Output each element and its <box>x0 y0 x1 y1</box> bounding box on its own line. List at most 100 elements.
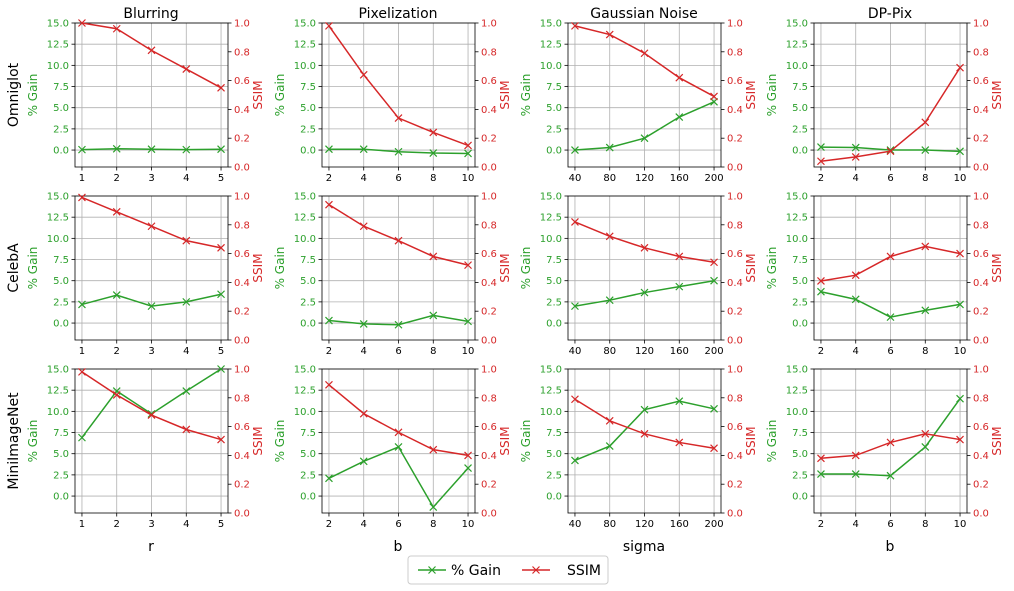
ylabel-left-r3c3: % Gain <box>519 420 533 463</box>
point-gain-r3c2-0 <box>325 474 333 483</box>
legend-ssim-label: SSIM <box>567 563 601 579</box>
point-gain-r1c2-2 <box>394 147 403 156</box>
ytick-right-label-r1c2-3: 0.6 <box>481 76 497 87</box>
xtick-label-r2c4-1: 4 <box>853 346 859 357</box>
row-label-miniimagenet: MiniImageNet <box>6 392 22 490</box>
xlabel-dp-pix: b <box>886 539 895 555</box>
xtick-label-r2c3-4: 200 <box>704 346 723 357</box>
xtick-label-r2c4-2: 6 <box>887 346 893 357</box>
ytick-right-label-r1c4-3: 0.6 <box>973 76 989 87</box>
ytick-right-label-r3c4-1: 0.2 <box>973 480 989 491</box>
ytick-right-label-r3c4-3: 0.6 <box>973 422 989 433</box>
ytick-right-label-r2c2-1: 0.2 <box>481 307 497 318</box>
point-gain-r1c4-0 <box>817 143 825 152</box>
point-gain-r1c2-1 <box>359 145 368 154</box>
ytick-left-label-r3c3-4: 10.0 <box>540 407 562 418</box>
xtick-label-r1c3-0: 40 <box>569 173 582 184</box>
ytick-right-label-r1c4-4: 0.8 <box>973 47 989 58</box>
legend-ssim-marker <box>532 566 540 574</box>
legend-gain-label: % Gain <box>451 563 501 579</box>
panel-r3c3: 40 80 120 160 200 0.0 2.5 5.0 7.5 10.0 12.5 15.0 0.0… <box>519 365 758 531</box>
ytick-left-label-r1c3-1: 2.5 <box>546 124 562 135</box>
point-ssim-r3c3-0 <box>571 395 579 404</box>
legend-gain-marker <box>428 566 436 574</box>
ytick-right-label-r1c2-1: 0.2 <box>481 134 497 145</box>
ytick-right-label-r2c1-4: 0.8 <box>234 220 250 231</box>
ytick-right-label-r2c3-5: 1.0 <box>727 192 743 203</box>
ytick-left-label-r3c2-3: 7.5 <box>300 428 316 439</box>
ytick-left-label-r3c3-5: 12.5 <box>540 386 562 397</box>
ytick-right-label-r1c3-1: 0.2 <box>727 134 743 145</box>
panels: 1 2 3 4 50.02.55.07.510.012.515.00.00.20.40.… <box>26 19 1004 531</box>
xtick-label-r1c2-3: 8 <box>430 173 436 184</box>
ytick-left-label-r3c1-0: 0.0 <box>53 492 69 503</box>
ylabel-right-r3c1: SSIM <box>251 426 265 455</box>
ytick-left-label-r3c4-2: 5.0 <box>792 449 808 460</box>
ytick-left-label-r1c1-6: 15.0 <box>47 19 69 30</box>
xtick-label-r3c2-2: 6 <box>395 519 401 530</box>
ytick-right-label-r2c3-1: 0.2 <box>727 307 743 318</box>
ytick-left-label-r1c1-5: 12.5 <box>47 40 69 51</box>
ytick-left-label-r2c4-2: 5.0 <box>792 276 808 287</box>
point-ssim-r2c2-3 <box>429 252 438 261</box>
xtick-label-r3c2-0: 2 <box>326 519 332 530</box>
point-ssim-r1c4-1 <box>851 152 860 161</box>
ytick-left-label-r3c3-6: 15.0 <box>540 365 562 376</box>
xtick-label-r2c2-4: 10 <box>462 346 475 357</box>
point-gain-r1c3-1 <box>605 143 614 152</box>
ytick-left-label-r2c3-3: 7.5 <box>546 255 562 266</box>
ytick-left-label-r1c4-0: 0.0 <box>792 146 808 157</box>
xtick-label-r1c2-4: 10 <box>462 173 475 184</box>
xtick-label-r2c1-1: 2 <box>114 346 120 357</box>
ytick-right-label-r1c1-5: 1.0 <box>234 19 250 30</box>
point-ssim-r2c4-3 <box>921 242 930 251</box>
xtick-label-r3c1-4: 5 <box>218 519 224 530</box>
point-ssim-r2c3-2 <box>640 243 649 252</box>
point-ssim-r3c3-1 <box>605 416 614 425</box>
ytick-right-label-r1c3-4: 0.8 <box>727 47 743 58</box>
ytick-right-label-r3c1-0: 0.0 <box>234 509 250 520</box>
point-ssim-r1c2-4 <box>464 141 472 150</box>
point-ssim-r1c4-3 <box>921 118 930 127</box>
ytick-left-label-r1c4-3: 7.5 <box>792 82 808 93</box>
point-ssim-r1c4-0 <box>817 157 825 166</box>
ytick-right-label-r1c1-0: 0.0 <box>234 163 250 174</box>
point-ssim-r3c3-2 <box>640 429 649 438</box>
ytick-right-label-r1c2-4: 0.8 <box>481 47 497 58</box>
ytick-left-label-r3c4-4: 10.0 <box>786 407 808 418</box>
xtick-label-r3c4-1: 4 <box>853 519 859 530</box>
col-title-blurring: Blurring <box>123 6 178 22</box>
ytick-left-label-r1c3-2: 5.0 <box>546 103 562 114</box>
point-gain-r2c3-2 <box>640 288 649 297</box>
point-gain-r2c4-1 <box>851 295 860 304</box>
xtick-label-r1c1-3: 4 <box>183 173 189 184</box>
point-gain-r2c2-1 <box>359 319 368 328</box>
ytick-right-label-r3c1-3: 0.6 <box>234 422 250 433</box>
ytick-right-label-r3c1-4: 0.8 <box>234 393 250 404</box>
panel-r2c4: 2 4 6 8 10 0.0 2.5 5.0 7.5 10.0 12.5 15.0 0.0 0.2 0.4 0… <box>765 192 1004 358</box>
point-gain-r1c4-4 <box>956 147 964 156</box>
ylabel-right-r2c2: SSIM <box>498 253 512 282</box>
xtick-label-r1c4-4: 10 <box>954 173 967 184</box>
ytick-left-label-r3c4-1: 2.5 <box>792 470 808 481</box>
ytick-left-label-r2c3-4: 10.0 <box>540 234 562 245</box>
ytick-right-label-r2c4-5: 1.0 <box>973 192 989 203</box>
xtick-label-r2c3-1: 80 <box>603 346 616 357</box>
xtick-label-r1c4-0: 2 <box>818 173 824 184</box>
point-ssim-r2c1-3 <box>182 236 191 245</box>
ytick-right-label-r1c4-5: 1.0 <box>973 19 989 30</box>
ytick-left-label-r1c2-3: 7.5 <box>300 82 316 93</box>
point-gain-r3c2-4 <box>464 464 472 473</box>
ytick-left-label-r2c1-6: 15.0 <box>47 192 69 203</box>
point-ssim-r1c2-2 <box>394 114 403 122</box>
point-gain-r2c3-1 <box>605 296 614 305</box>
xtick-label-r1c2-2: 6 <box>395 173 401 184</box>
ytick-right-label-r2c2-2: 0.4 <box>481 278 497 289</box>
ytick-right-label-r2c1-2: 0.4 <box>234 278 250 289</box>
ytick-left-label-r3c4-5: 12.5 <box>786 386 808 397</box>
ytick-right-label-r3c2-4: 0.8 <box>481 393 497 404</box>
xtick-label-r3c3-1: 80 <box>603 519 616 530</box>
ylabel-left-r3c2: % Gain <box>273 420 287 463</box>
row-label-omniglot: Omniglot <box>6 62 22 127</box>
point-ssim-r3c4-3 <box>921 429 930 438</box>
